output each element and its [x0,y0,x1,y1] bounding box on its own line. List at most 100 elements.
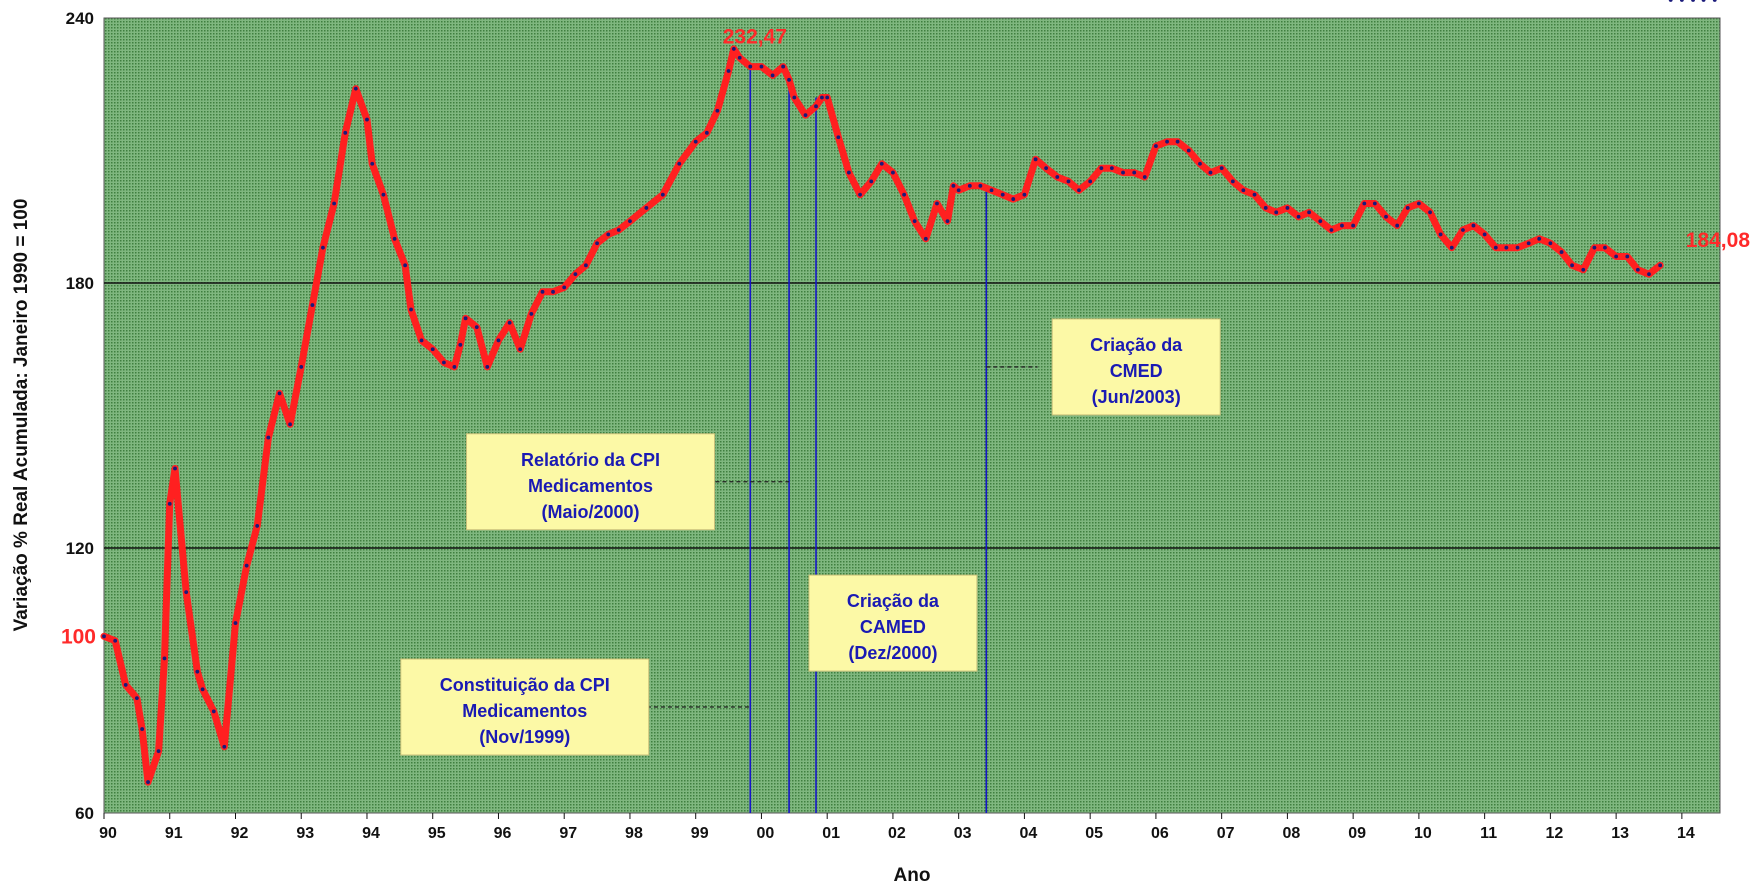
data-point [146,780,150,784]
x-axis-title: Ano [894,865,931,886]
series-line [100,45,1664,786]
annotation-text: Medicamentos [528,476,653,496]
data-point [879,161,884,166]
data-point [846,170,851,175]
data-point [277,391,282,396]
data-point [1000,192,1005,197]
data-point [731,47,736,51]
data-point [1526,241,1531,246]
data-point [628,219,632,224]
data-point [1438,232,1443,237]
data-point [1055,175,1060,179]
data-point [310,303,315,307]
x-tick-label: 06 [1151,825,1169,842]
data-point [540,289,545,294]
x-tick-label: 93 [296,825,314,842]
data-point [978,183,983,188]
x-tick-label: 92 [231,825,249,842]
x-tick-label: 11 [1480,825,1497,842]
data-point [102,634,106,639]
data-point [134,696,139,701]
data-point [858,192,862,197]
data-point [726,69,731,73]
data-point [803,113,808,118]
data-point [1635,267,1640,272]
data-point [184,590,189,595]
value-label: 184,08 [1686,229,1750,252]
data-point [233,621,238,625]
data-point [951,183,956,188]
x-axis-ticks: 90 91 92 93 94 95 96 97 98 99 00 01 02 03 04 05 06 07 08 09… [99,813,1695,842]
data-point [1088,179,1093,184]
x-tick-label: 03 [954,825,972,842]
data-point [441,360,446,365]
data-point [123,683,128,687]
data-point [1395,223,1400,228]
data-point [902,192,907,197]
data-point [474,325,479,330]
annotation-text: (Dez/2000) [848,643,937,663]
data-point [956,188,961,193]
data-point [255,524,260,528]
data-point [430,347,435,352]
data-point [1405,206,1410,210]
data-point [1208,170,1213,175]
data-point [1537,236,1542,241]
data-point [677,161,682,166]
data-point [1252,192,1257,197]
y-tick-label: 180 [66,274,94,293]
data-point [370,161,375,166]
data-point [1493,245,1498,250]
annotation-text: Constituição da CPI [440,675,610,695]
y-tick-label: 120 [66,539,94,558]
data-point [595,241,599,246]
data-point [1592,245,1597,250]
data-point [1482,232,1487,237]
data-point [1121,170,1125,175]
data-point [935,201,939,206]
x-tick-label: 02 [888,825,906,842]
data-point [660,192,665,197]
data-point [1066,179,1071,184]
data-point [792,95,797,100]
data-point [381,192,386,197]
annotation-box [1051,318,1221,416]
data-point [1712,0,1717,2]
annotation-text: (Jun/2003) [1092,387,1181,407]
y-tick-label-highlight: 100 [61,625,96,648]
data-point [1033,157,1038,162]
annotation-text: Medicamentos [462,701,587,721]
data-point [869,179,874,184]
annotation-text: Criação da [1090,335,1183,355]
data-point [573,272,578,277]
data-point [1175,139,1180,144]
data-point [1548,241,1553,246]
data-point [1219,166,1224,171]
data-point [1691,0,1695,2]
data-point [748,64,753,69]
data-point [1625,254,1630,259]
data-point [1428,210,1432,215]
data-point [787,77,791,82]
annotation-text: (Nov/1999) [479,727,570,747]
data-point [923,236,928,241]
x-tick-label: 07 [1217,825,1235,842]
data-point [1559,250,1564,254]
data-point [891,170,895,175]
x-tick-label: 98 [625,825,643,842]
x-tick-label: 91 [165,825,183,842]
data-point [162,656,167,661]
x-tick-label: 00 [757,825,775,842]
x-tick-label: 94 [362,825,380,842]
data-point [1504,245,1509,250]
data-point [551,289,555,294]
data-point [1449,245,1454,250]
data-point [945,219,950,224]
data-point [1142,175,1147,179]
data-point [616,228,621,232]
data-point [814,104,818,109]
x-tick-label: 96 [494,825,512,842]
data-point [820,95,824,100]
annotation-box [808,574,978,672]
